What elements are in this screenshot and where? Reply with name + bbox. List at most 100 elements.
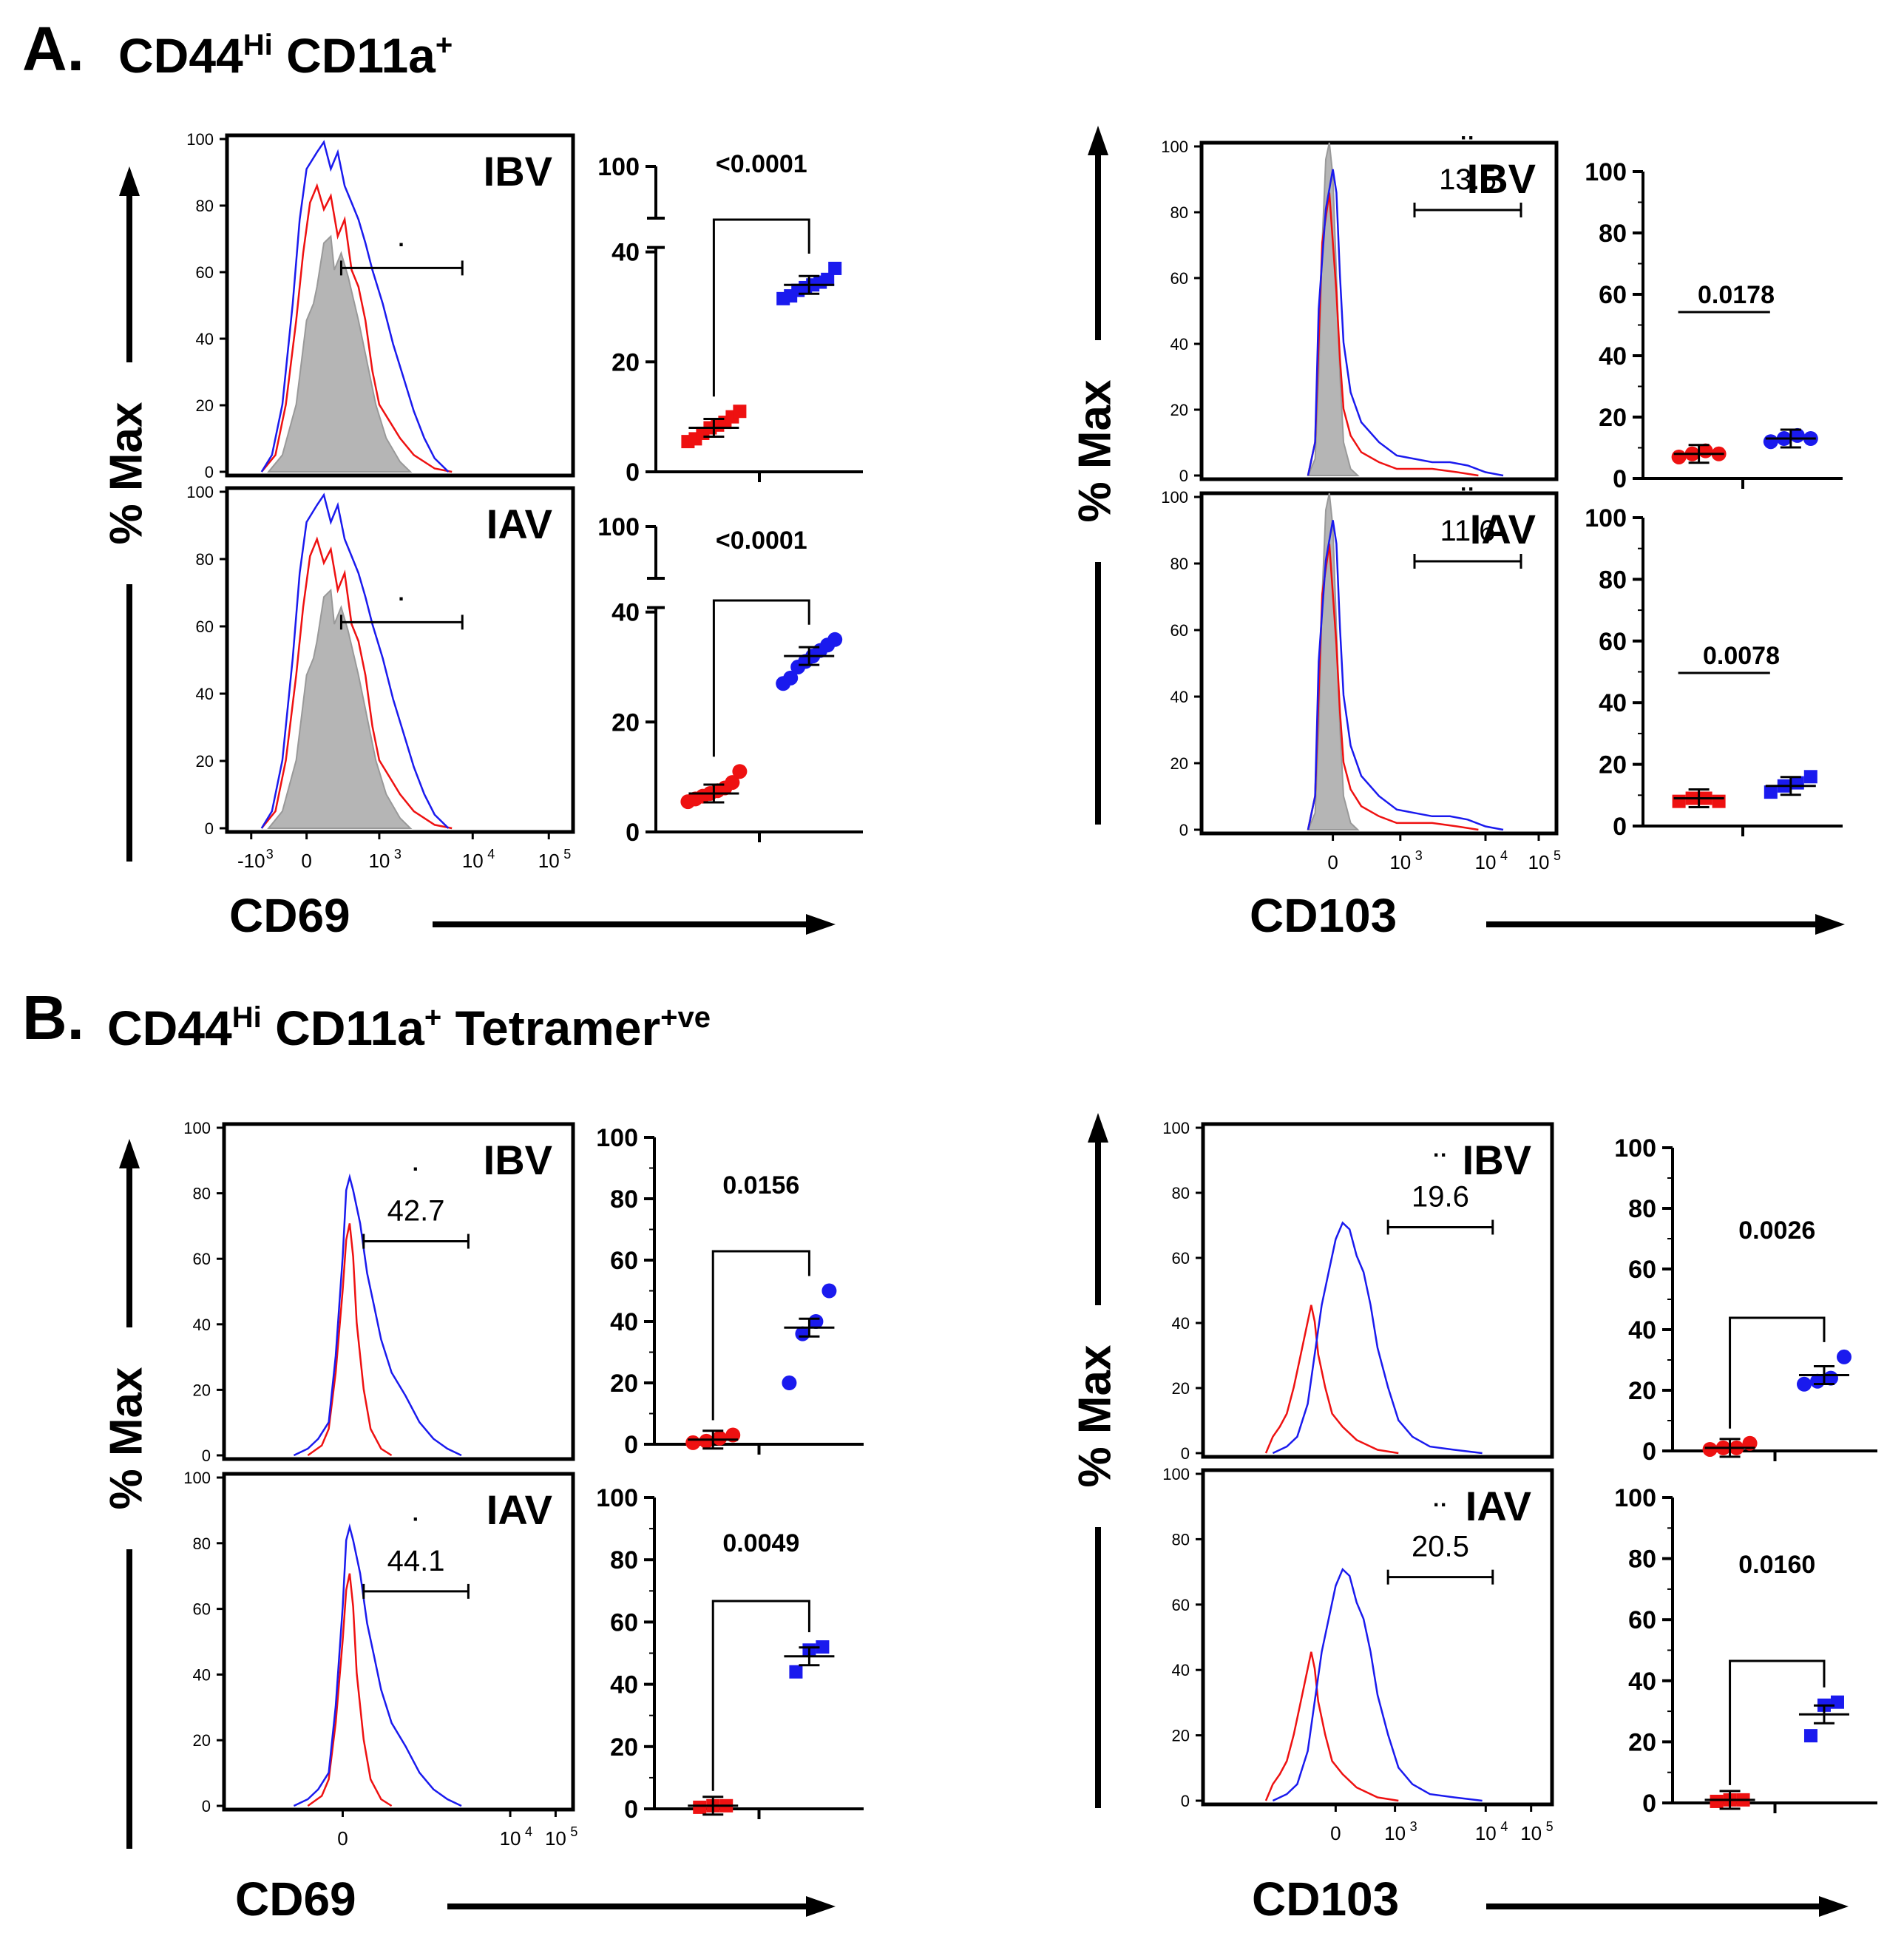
y-tick-label: 0 xyxy=(1642,1790,1656,1818)
significance-bracket xyxy=(711,1600,810,1791)
blue-group-square-point xyxy=(789,1665,803,1679)
y-tick-label: 100 xyxy=(1161,488,1188,507)
x-tick-exponent: 4 xyxy=(487,847,495,862)
blue-group-square-point xyxy=(816,1640,830,1654)
blue-group-square-point xyxy=(821,272,835,286)
blue-group-circle-point xyxy=(783,670,799,686)
y-tick-label: 40 xyxy=(196,330,214,348)
x-tick-exponent: 3 xyxy=(394,847,402,862)
y-tick-label: 20 xyxy=(611,348,640,376)
y-tick-label: 40 xyxy=(1172,1314,1190,1333)
x-tick-label: 0 xyxy=(337,1827,348,1850)
blue-group-circle-point xyxy=(1836,1349,1852,1364)
y-tick-label: 0 xyxy=(624,1796,638,1824)
dot-plot-a-cd103-iav: 0 20 40 60 80 100 0.0078 xyxy=(1585,504,1843,841)
section-b-heading: B. CD44Hi CD11a+ Tetramer+ve xyxy=(22,983,711,1055)
y-tick-label: 20 xyxy=(1628,1728,1656,1756)
y-tick-label: 40 xyxy=(611,599,640,627)
isotype-histogram-fill xyxy=(267,588,413,829)
y-tick-label: 60 xyxy=(1599,628,1627,656)
y-tick-label: 40 xyxy=(1628,1668,1656,1696)
gate-marker: · xyxy=(398,586,405,611)
significance-bracket xyxy=(1729,1659,1826,1785)
y-tick-label: 20 xyxy=(610,1733,638,1762)
red-group-square-point xyxy=(1712,794,1726,808)
x-tick-label: 10 xyxy=(1520,1822,1542,1844)
y-arrowhead xyxy=(119,1139,140,1168)
x-tick-exponent: 4 xyxy=(1500,1819,1508,1834)
x-tick-label: 10 xyxy=(1475,851,1497,873)
blue-group-circle-point xyxy=(827,632,843,647)
y-tick-label: 80 xyxy=(1170,555,1188,573)
y-tick-label: 80 xyxy=(196,197,214,215)
y-arrowhead xyxy=(119,166,140,196)
isotype-histogram-fill xyxy=(267,234,413,473)
y-tick-label: 80 xyxy=(1172,1184,1190,1202)
p-value-label: 0.0026 xyxy=(1738,1216,1815,1245)
y-tick-label: 100 xyxy=(596,1484,638,1512)
histogram-frame xyxy=(225,486,575,834)
x-tick-exponent: 3 xyxy=(1415,848,1423,863)
y-tick-label: 20 xyxy=(193,1731,211,1750)
y-tick-label: 40 xyxy=(1628,1316,1656,1344)
y-tick-label: 80 xyxy=(1172,1530,1190,1549)
x-axis-label-cd103: CD103 xyxy=(1252,1872,1399,1926)
blue-histogram-line xyxy=(293,1523,462,1807)
isotype-histogram-fill xyxy=(1307,142,1360,476)
dot-plot-a-cd103-ibv: 0 20 40 60 80 100 0.0178 xyxy=(1585,158,1843,493)
y-tick-label: 80 xyxy=(1628,1546,1656,1574)
histogram-frame xyxy=(1201,1468,1554,1807)
y-tick-label: 80 xyxy=(196,550,214,569)
y-tick-label: 0 xyxy=(1181,1792,1190,1810)
virus-label: IAV xyxy=(487,501,552,547)
red-group-circle-point xyxy=(1702,1441,1718,1457)
dot-plot-b-cd69-ibv: 0 20 40 60 80 100 0.0156 xyxy=(596,1124,864,1459)
dot-plot-a-cd69-ibv: 100 0 20 40 <0.0001 xyxy=(597,150,863,487)
p-value-label: 0.0049 xyxy=(722,1529,799,1557)
blue-group-square-point xyxy=(1790,776,1804,790)
x-tick-label: 10 xyxy=(368,850,390,872)
y-tick-label: 60 xyxy=(196,263,214,282)
y-tick-label: 40 xyxy=(1172,1661,1190,1679)
y-tick-label: 80 xyxy=(193,1185,211,1203)
y-tick-label: 0 xyxy=(626,458,640,487)
dot-plot-b-cd103-iav: 0 20 40 60 80 100 0.0160 xyxy=(1614,1484,1877,1818)
section-a-title: CD44Hi CD11a+ xyxy=(118,28,453,83)
x-axis-label-cd103: CD103 xyxy=(1250,889,1397,942)
y-tick-label: 100 xyxy=(183,1119,211,1137)
y-tick-label: 80 xyxy=(1599,220,1627,248)
y-tick-label: 100 xyxy=(597,153,640,181)
gate-percentage: 13.5 xyxy=(1439,163,1497,196)
x-tick-label: 10 xyxy=(1389,851,1411,873)
red-histogram-line xyxy=(307,1573,393,1807)
y-tick-label: 0 xyxy=(1613,465,1627,493)
y-tick-label: 80 xyxy=(1170,203,1188,222)
significance-bracket xyxy=(1729,1316,1826,1429)
blue-group-square-point xyxy=(1830,1695,1844,1709)
y-tick-label: 0 xyxy=(1613,813,1627,841)
x-tick-label: 10 xyxy=(500,1827,521,1850)
y-tick-label: 100 xyxy=(597,513,640,541)
y-tick-label: 0 xyxy=(1181,1444,1190,1463)
x-tick-label: 10 xyxy=(1384,1822,1406,1844)
y-tick-label: 100 xyxy=(183,1469,211,1487)
y-tick-label: 80 xyxy=(193,1534,211,1553)
x-tick-exponent: 5 xyxy=(570,1824,577,1839)
y-tick-label: 60 xyxy=(1172,1596,1190,1614)
x-tick-exponent: 4 xyxy=(525,1824,532,1839)
blue-group-square-point xyxy=(1764,785,1778,799)
y-tick-label: 100 xyxy=(1614,1134,1656,1163)
x-arrowhead xyxy=(1815,914,1845,935)
dot-plot-b-cd69-iav: 0 20 40 60 80 100 0.0049 xyxy=(596,1484,864,1824)
histogram-frame xyxy=(222,1122,575,1461)
y-tick-label: 40 xyxy=(610,1308,638,1336)
y-tick-label: 100 xyxy=(186,483,214,501)
y-tick-label: 100 xyxy=(596,1124,638,1152)
blue-group-square-point xyxy=(1803,770,1817,784)
x-tick-label: 0 xyxy=(301,850,311,872)
